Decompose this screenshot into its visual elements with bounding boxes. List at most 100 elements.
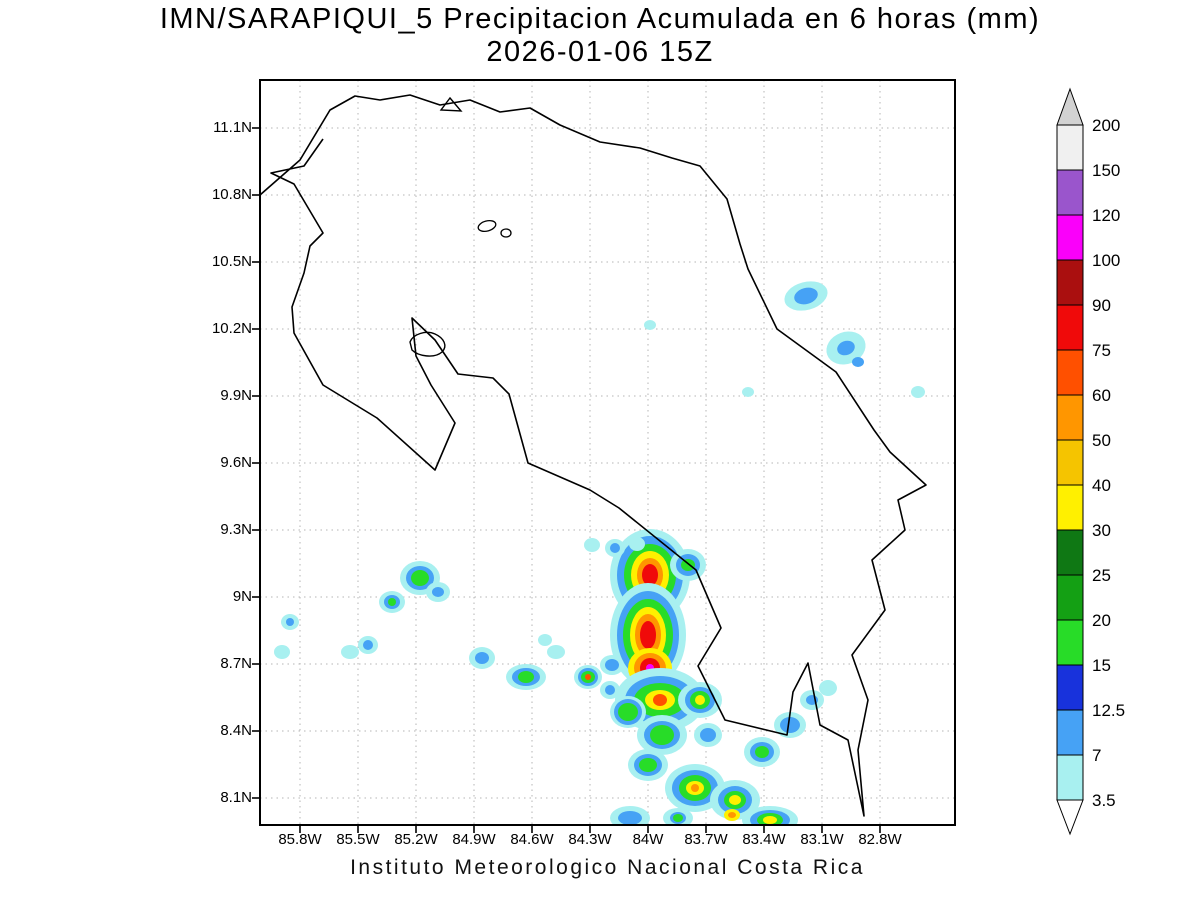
y-tick-label: 9N [232, 588, 252, 605]
y-tick-label: 9.3N [220, 521, 252, 538]
colorbar-under-arrow [1056, 799, 1084, 836]
colorbar-segment [1056, 304, 1084, 351]
precip-cell [819, 680, 837, 696]
precip-cell [800, 690, 824, 710]
precip-contour-level-1 [341, 645, 359, 659]
chart-title: IMN/SARAPIQUI_5 Precipitacion Acumulada … [159, 3, 1041, 35]
small-lake-outline [500, 228, 512, 238]
precip-cell [663, 808, 693, 825]
axis-tick-marks [252, 127, 881, 833]
precip-cell [628, 749, 668, 781]
chira-island-outline [409, 331, 446, 357]
plot-frame [259, 79, 956, 826]
y-tick-label: 11.1N [213, 119, 252, 136]
precip-cell [774, 712, 806, 738]
precip-contour-level-4 [650, 725, 674, 745]
precip-contour-level-9 [728, 812, 736, 818]
precip-contour-level-2 [618, 811, 642, 825]
precip-cell [358, 636, 378, 654]
x-tick-label: 84W [632, 831, 664, 848]
precip-contour-level-7 [763, 816, 777, 824]
precip-contour-level-10 [585, 674, 591, 680]
y-tick-label: 8.1N [220, 789, 252, 806]
precip-cell [744, 737, 780, 767]
y-tick-label: 8.7N [220, 655, 252, 672]
colorbar-label: 75 [1092, 341, 1111, 360]
y-tick-label: 10.5N [211, 253, 252, 270]
precip-contour-level-4 [755, 746, 769, 758]
precip-contour-level-4 [388, 598, 396, 606]
y-tick-label: 10.8N [211, 186, 252, 203]
map-plot [252, 79, 956, 833]
precip-contour-level-1 [538, 634, 552, 646]
colorbar-label: 12.5 [1092, 701, 1125, 720]
precip-cell [694, 723, 722, 747]
colorbar-segment [1056, 124, 1084, 171]
colorbar-label: 150 [1092, 161, 1120, 180]
precip-cell [538, 634, 552, 646]
precip-contour-level-2 [837, 340, 855, 356]
precip-contour-level-1 [274, 645, 290, 659]
precip-contour-level-1 [547, 645, 565, 659]
colorbar-label: 200 [1092, 116, 1120, 135]
precip-contour-level-7 [729, 795, 741, 805]
precip-cell [584, 538, 600, 552]
precip-cell [610, 806, 650, 825]
x-tick-label: 84.9W [452, 831, 496, 848]
colorbar-segment [1056, 619, 1084, 666]
precip-contour-level-4 [518, 671, 534, 683]
colorbar-label: 30 [1092, 521, 1111, 540]
precip-contour-level-11 [640, 621, 656, 649]
precip-contour-level-1 [584, 538, 600, 552]
precip-contour-level-2 [363, 640, 373, 650]
precip-contour-level-10 [653, 694, 667, 706]
colorbar-over-arrow [1056, 87, 1084, 126]
precip-contour-level-1 [819, 680, 837, 696]
grid-lines [260, 80, 955, 825]
precip-contour-level-4 [411, 570, 429, 586]
colorbar-segment [1056, 484, 1084, 531]
precip-cell [629, 537, 645, 551]
x-tick-label: 85.8W [278, 831, 322, 848]
precipitation-shading [274, 281, 925, 825]
precip-contour-level-9 [691, 784, 699, 792]
precip-cell [574, 665, 602, 689]
precip-cell [826, 331, 866, 365]
precip-contour-level-11 [642, 564, 658, 586]
colorbar-segment [1056, 709, 1084, 756]
colorbar: 200 150 120 100 90 75 60 50 40 30 25 20 15 12.5 7 3.5 [1056, 87, 1125, 836]
precip-contour-level-2 [852, 357, 864, 367]
colorbar-segment [1056, 574, 1084, 621]
colorbar-label: 7 [1092, 746, 1101, 765]
colorbar-segment [1056, 349, 1084, 396]
colorbar-label: 25 [1092, 566, 1111, 585]
precip-cell [615, 668, 705, 732]
precip-cell [610, 696, 646, 728]
x-tick-label: 84.3W [568, 831, 612, 848]
colorbar-label: 15 [1092, 656, 1111, 675]
y-tick-label: 9.9N [220, 387, 252, 404]
x-tick-label: 83.7W [684, 831, 728, 848]
colorbar-segment [1056, 664, 1084, 711]
precip-contour-level-2 [286, 618, 294, 626]
precip-cell [469, 647, 495, 669]
colorbar-segment [1056, 394, 1084, 441]
caption: Instituto Meteorologico Nacional Costa R… [350, 856, 865, 879]
precip-cell [678, 682, 722, 718]
precip-contour-level-2 [475, 652, 489, 664]
precip-cell [724, 809, 740, 821]
x-tick-label: 85.2W [394, 831, 438, 848]
precip-cell [341, 645, 359, 659]
colorbar-segment [1056, 439, 1084, 486]
precip-cell [600, 681, 620, 699]
map-content [260, 80, 955, 825]
precip-cell [911, 386, 925, 398]
precip-cell [600, 655, 624, 675]
precip-contour-level-2 [780, 717, 800, 733]
colorbar-segment [1056, 754, 1084, 801]
precip-cell [644, 320, 656, 330]
precip-contour-level-2 [605, 659, 619, 671]
lake-arenal-outline [477, 219, 497, 233]
precip-contour-level-1 [644, 320, 656, 330]
colorbar-segment [1056, 529, 1084, 576]
